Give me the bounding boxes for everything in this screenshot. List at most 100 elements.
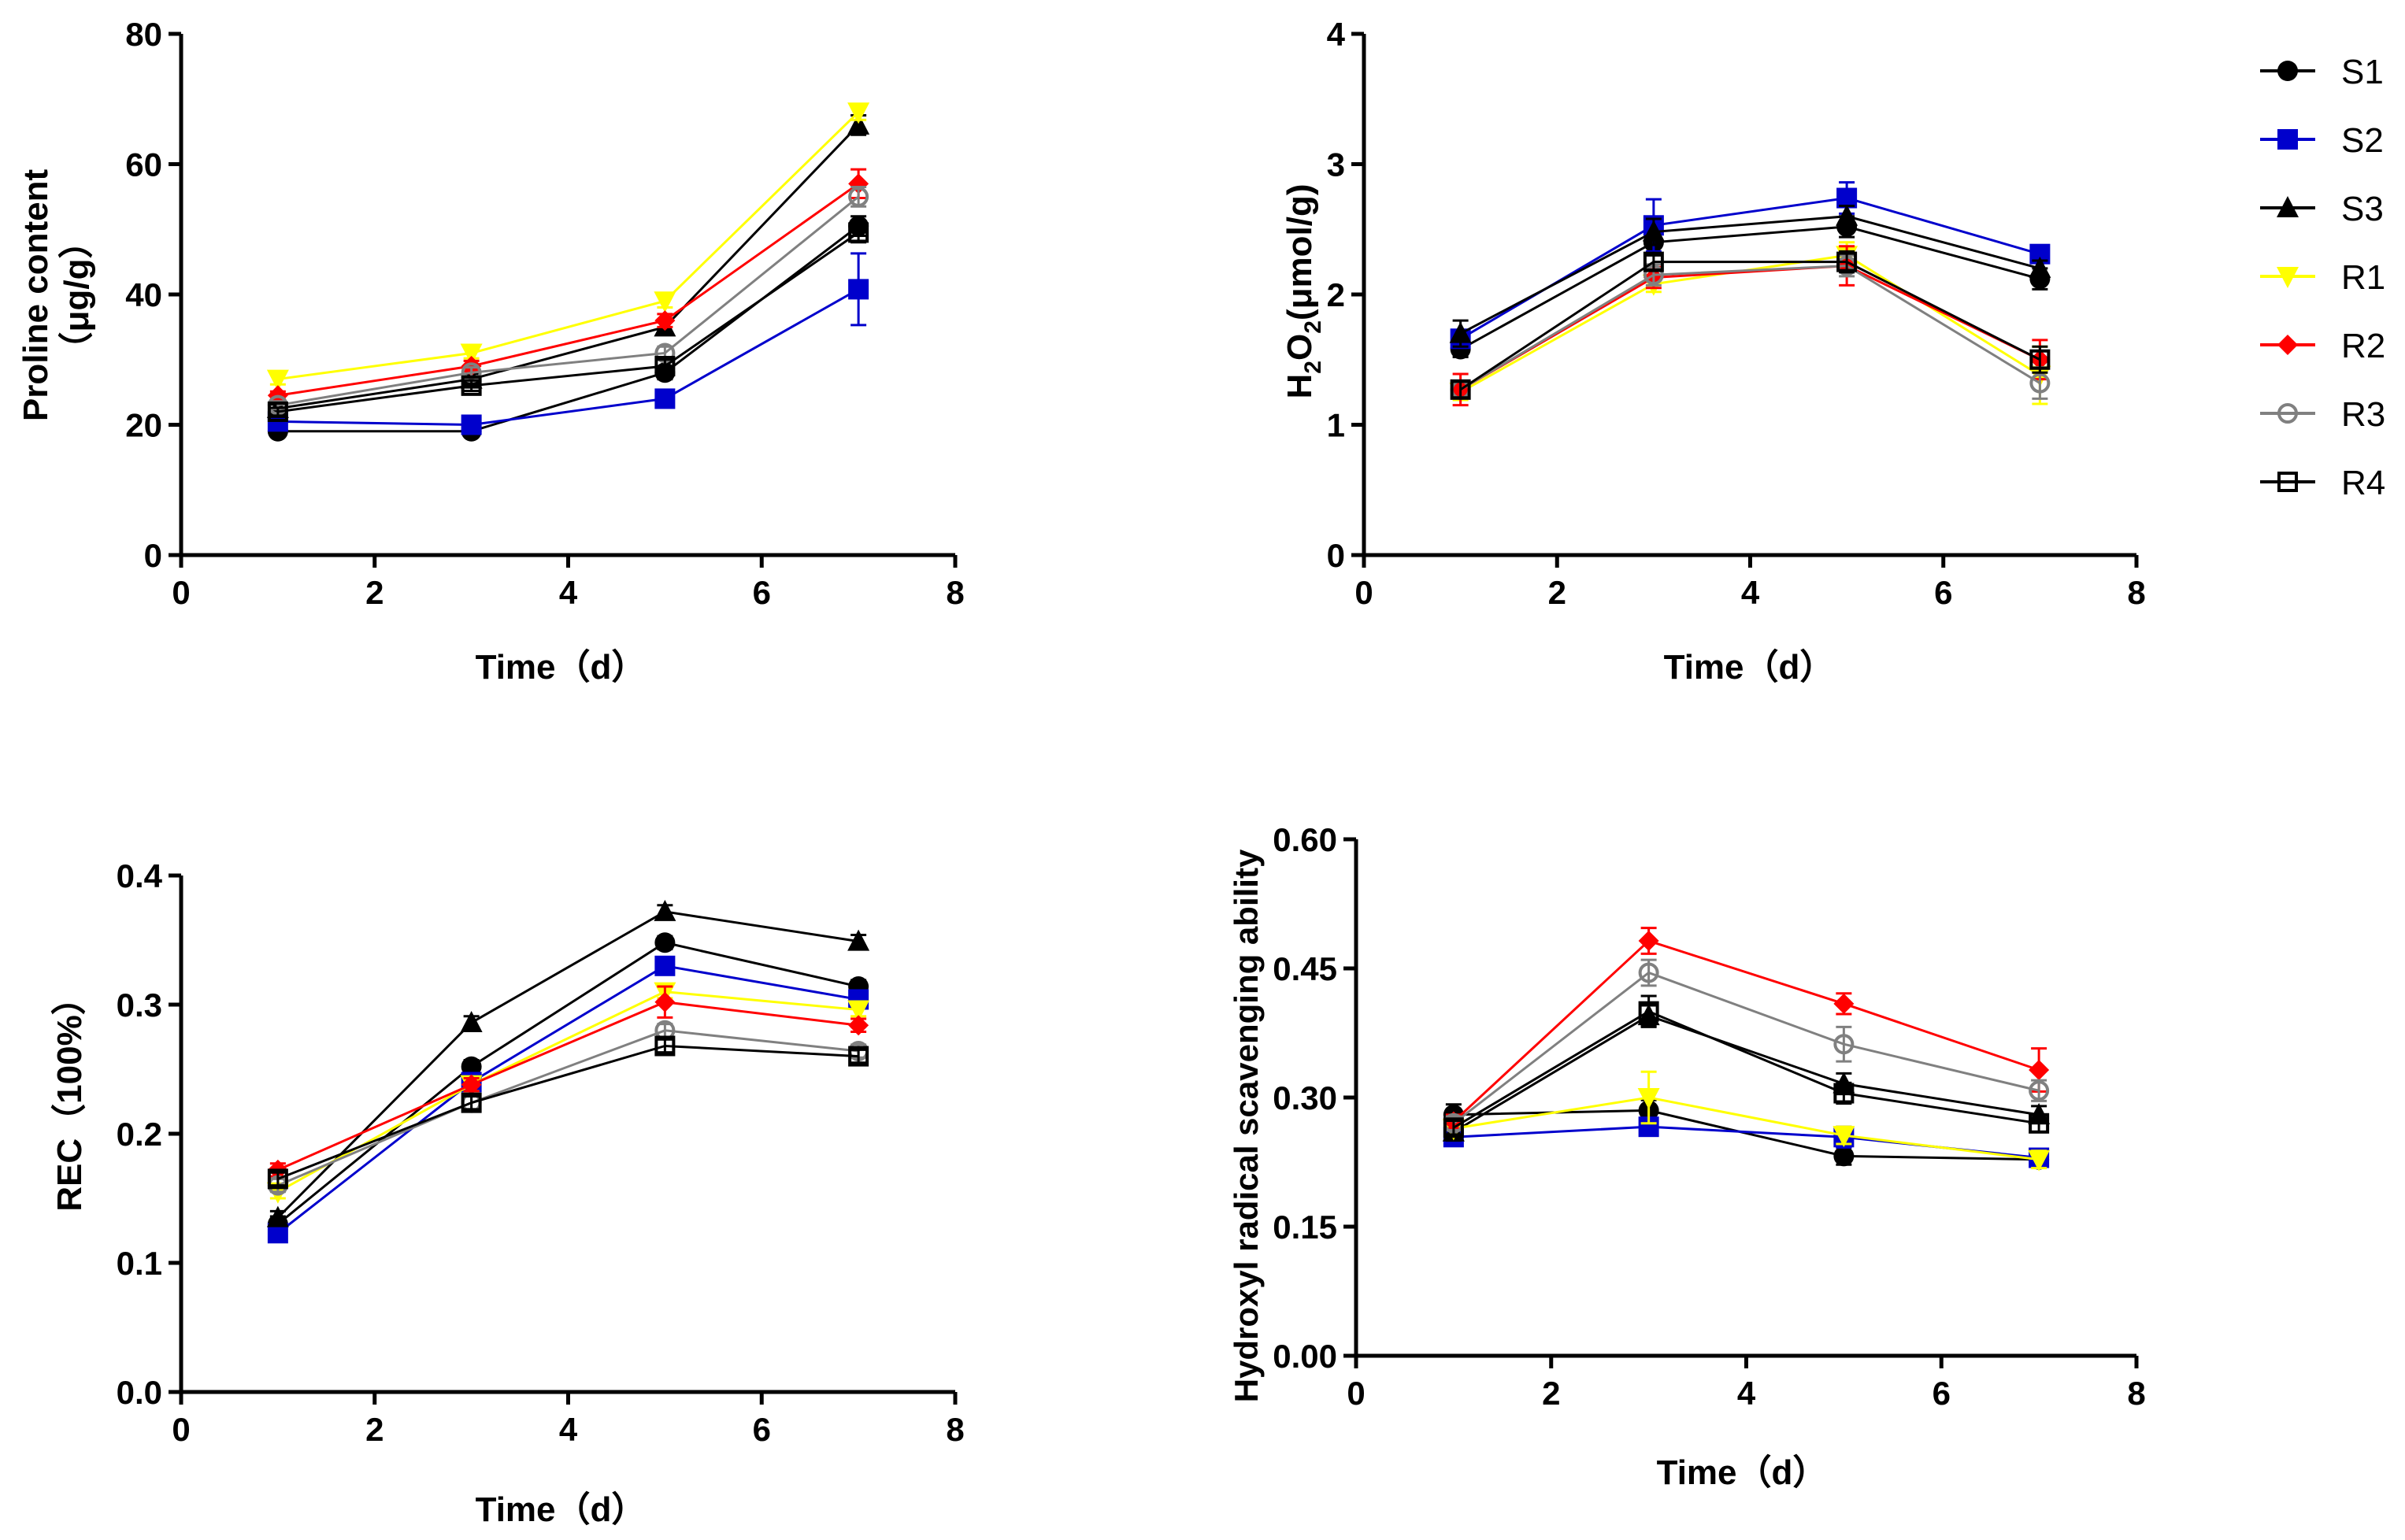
h2o2-series-r3: [1450, 254, 2051, 400]
proline-series-r1: [266, 102, 870, 391]
rec-line-s2: [276, 964, 859, 1235]
rec-y-tick-label: 0.3: [117, 987, 162, 1024]
hydroxyl-xlabel: Time（d）: [1657, 1453, 1828, 1492]
rec-line-r4: [277, 1044, 859, 1180]
h2o2-line-r4: [1459, 261, 2041, 391]
proline-y-tick-label: 60: [125, 146, 162, 183]
hydroxyl-point-s1: [1833, 1146, 1855, 1167]
proline-point-s3: [847, 113, 870, 135]
hydroxyl-point-r2: [1833, 993, 1855, 1014]
rec-y-tick-label: 0.4: [117, 857, 163, 894]
h2o2-series-s1: [1450, 215, 2051, 360]
h2o2-line-r3: [1459, 265, 2041, 391]
proline-point-s2: [654, 388, 676, 409]
proline-ylabel-line2: （μg/g）: [57, 224, 96, 367]
h2o2-x-tick-label: 2: [1548, 574, 1566, 611]
open-square-icon: [2277, 472, 2298, 492]
filled-square-icon: [2277, 129, 2298, 150]
rec-point-s1: [654, 932, 676, 953]
proline-series-s3: [266, 113, 870, 418]
rec-x-tick-label: 2: [365, 1411, 384, 1448]
hydroxyl-line-r4: [1453, 1009, 2040, 1129]
rec-line-s3: [276, 910, 859, 1219]
hydroxyl-point-r4: [1443, 1117, 1464, 1138]
open-circle-icon: [2277, 403, 2298, 424]
rec-point-s3: [266, 1205, 289, 1227]
legend-item-r1: R1: [2260, 258, 2385, 297]
h2o2-x-tick-label: 6: [1934, 574, 1952, 611]
proline-point-r2: [654, 310, 676, 331]
proline-xlabel: Time（d）: [476, 648, 647, 687]
hydroxyl-line-r3: [1452, 971, 2040, 1124]
h2o2-ylabel: H2O2(μmol/g): [1280, 184, 1326, 399]
legend: S1 S2 S3 R1 R2 R3 R4: [2260, 53, 2385, 502]
hydroxyl-panel: Hydroxyl radical scavenging ability Time…: [1228, 821, 2146, 1492]
proline-y-tick-label: 80: [125, 16, 162, 53]
rec-series-r3: [267, 1020, 869, 1196]
legend-item-r3: R3: [2260, 395, 2385, 434]
rec-point-s3: [654, 899, 676, 921]
hydroxyl-point-r4: [2029, 1112, 2050, 1134]
proline-x-tick-label: 4: [559, 574, 578, 611]
hydroxyl-x-tick-label: 2: [1542, 1375, 1560, 1412]
legend-item-r2: R2: [2260, 327, 2385, 365]
h2o2-point-r4: [1450, 379, 1471, 400]
legend-label: R4: [2341, 464, 2385, 502]
h2o2-xlabel: Time（d）: [1664, 648, 1835, 687]
rec-point-s2: [654, 955, 676, 976]
h2o2-point-s3: [1642, 220, 1665, 242]
legend-item-s1: S1: [2260, 53, 2384, 91]
h2o2-line-r2: [1459, 265, 2041, 391]
proline-y-tick-label: 20: [125, 407, 162, 444]
h2o2-series-r4: [1450, 250, 2051, 400]
hydroxyl-line-s3: [1453, 1014, 2040, 1134]
h2o2-panel: H2O2(μmol/g) Time（d） 0 1 2 3 4 0 2 4 6 8: [1280, 16, 2146, 687]
h2o2-point-s3: [1836, 204, 1858, 226]
proline-point-r4: [654, 356, 676, 377]
rec-line-s1: [276, 941, 859, 1225]
hydroxyl-x-tick-label: 8: [2127, 1375, 2145, 1412]
proline-ylabel-line1: Proline content: [17, 169, 55, 422]
h2o2-series-s3: [1449, 204, 2051, 348]
h2o2-point-s3: [2029, 256, 2051, 278]
proline-line-r3: [277, 195, 860, 407]
proline-x-tick-label: 8: [946, 574, 964, 611]
hydroxyl-point-r1: [1637, 1088, 1660, 1109]
rec-point-r2: [654, 991, 676, 1012]
rec-series-s1: [267, 932, 869, 1235]
hydroxyl-series-r4: [1443, 994, 2050, 1138]
h2o2-y-tick-label: 3: [1327, 146, 1345, 183]
legend-label: R3: [2341, 395, 2385, 434]
proline-series-r4: [267, 221, 869, 422]
rec-x-tick-label: 8: [946, 1411, 964, 1448]
proline-point-r1: [460, 343, 483, 365]
rec-panel: REC（100%） Time（d） 0.0 0.1 0.2 0.3 0.4 0 2 4 6 8: [50, 857, 965, 1529]
hydroxyl-point-r2: [1638, 931, 1659, 952]
hydroxyl-point-r1: [2028, 1149, 2051, 1172]
hydroxyl-y-tick-label: 0.00: [1273, 1338, 1337, 1375]
h2o2-point-r4: [1643, 251, 1664, 272]
proline-point-r4: [848, 222, 869, 243]
proline-x-tick-label: 2: [365, 574, 384, 611]
hydroxyl-y-tick-label: 0.30: [1273, 1079, 1337, 1116]
h2o2-x-tick-label: 8: [2127, 574, 2145, 611]
rec-x-tick-label: 4: [559, 1411, 578, 1448]
rec-ylabel: REC（100%）: [50, 980, 89, 1211]
legend-item-s2: S2: [2260, 121, 2384, 160]
legend-label: R2: [2341, 327, 2385, 365]
legend-label: S2: [2341, 121, 2384, 160]
legend-label: S3: [2341, 190, 2384, 228]
hydroxyl-y-tick-label: 0.60: [1273, 821, 1337, 858]
h2o2-x-tick-label: 4: [1741, 574, 1760, 611]
proline-line-s2: [277, 288, 859, 427]
hydroxyl-point-r1: [1832, 1126, 1855, 1148]
rec-point-r2: [461, 1074, 482, 1095]
proline-x-tick-label: 0: [172, 574, 190, 611]
hydroxyl-series-r1: [1442, 1070, 2051, 1172]
proline-line-r1: [277, 111, 860, 381]
proline-series-r3: [267, 185, 869, 416]
rec-series-r4: [267, 1035, 869, 1190]
rec-series-s3: [266, 899, 870, 1227]
proline-point-s2: [461, 414, 482, 435]
